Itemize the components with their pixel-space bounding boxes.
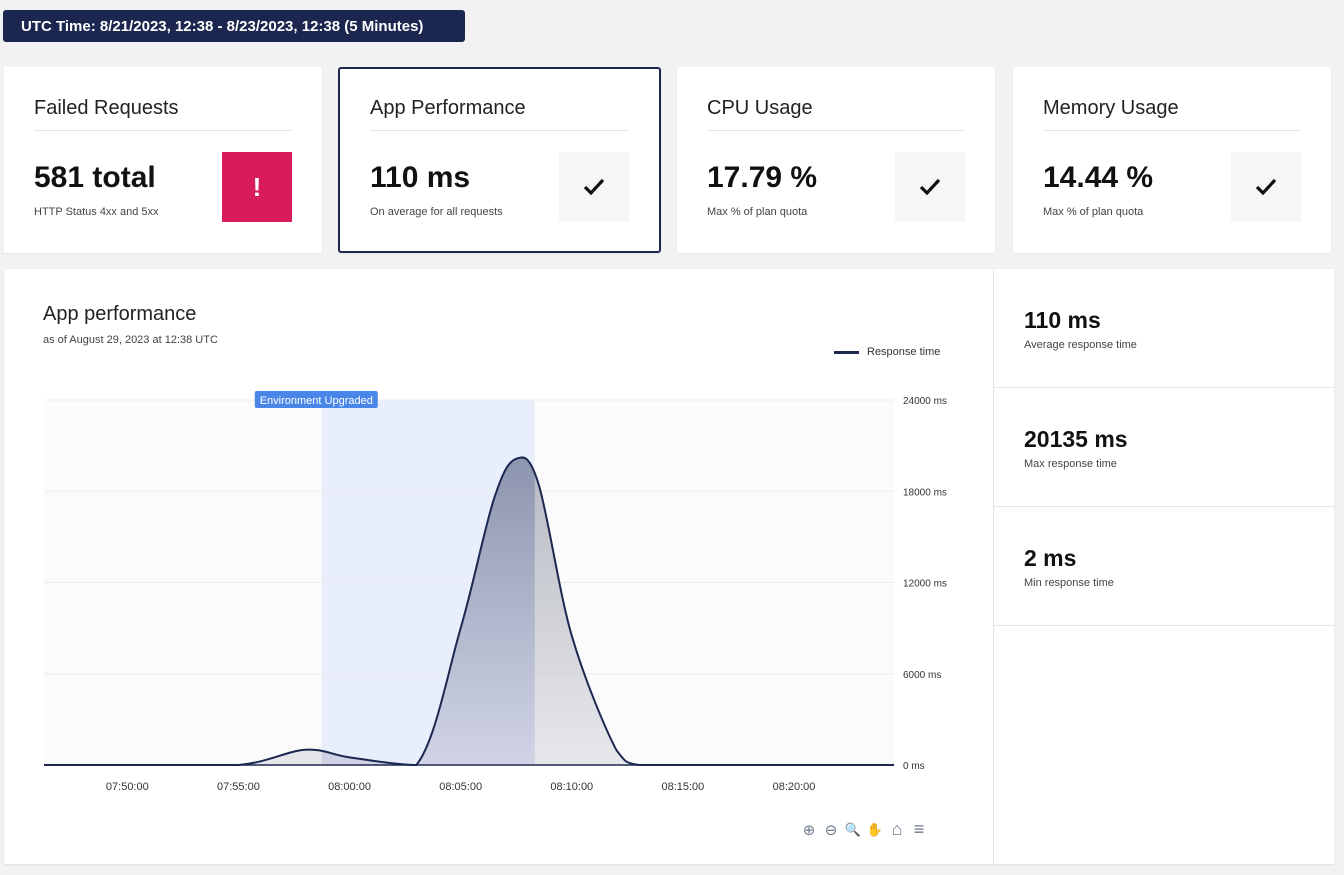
check-icon	[559, 152, 629, 222]
y-tick-label: 6000 ms	[903, 670, 941, 681]
card-value: 14.44 %	[1043, 161, 1154, 194]
y-tick-label: 0 ms	[903, 761, 925, 772]
x-tick-label: 07:50:00	[106, 781, 149, 793]
stat-label: Min response time	[1024, 577, 1114, 589]
card-subtitle: On average for all requests	[370, 206, 503, 218]
card-app-performance[interactable]: App Performance 110 ms On average for al…	[338, 67, 661, 253]
x-tick-label: 08:10:00	[550, 781, 593, 793]
card-subtitle: HTTP Status 4xx and 5xx	[34, 206, 159, 218]
x-tick-label: 08:20:00	[773, 781, 816, 793]
x-tick-label: 08:00:00	[328, 781, 371, 793]
menu-icon[interactable]: ≡	[913, 819, 925, 839]
card-title: CPU Usage	[707, 97, 965, 131]
exclamation-icon: !	[222, 152, 292, 222]
card-title: Memory Usage	[1043, 97, 1301, 131]
x-tick-label: 08:05:00	[439, 781, 482, 793]
selection-zoom-icon[interactable]: 🔍	[844, 821, 862, 837]
card-title: App Performance	[370, 97, 629, 131]
pan-hand-icon[interactable]: ✋	[866, 821, 884, 837]
annotation-environment-upgraded: Environment Upgraded	[254, 391, 378, 408]
area-fill-band	[321, 457, 535, 765]
card-value: 17.79 %	[707, 161, 818, 194]
y-tick-label: 18000 ms	[903, 487, 947, 498]
zoom-out-icon[interactable]: ⊖	[824, 821, 838, 839]
stat-label: Average response time	[1024, 339, 1137, 351]
chart-legend[interactable]: Response time	[834, 346, 940, 358]
stat-value: 110 ms	[1024, 307, 1101, 333]
stat-max: 20135 ms Max response time	[994, 388, 1334, 507]
card-subtitle: Max % of plan quota	[707, 206, 808, 218]
card-cpu-usage[interactable]: CPU Usage 17.79 % Max % of plan quota	[677, 67, 995, 253]
response-time-chart[interactable]: 0 ms 6000 ms 12000 ms 18000 ms 24000 ms 07:50…	[4, 269, 989, 809]
reset-home-icon[interactable]: ⌂	[891, 819, 903, 839]
time-range-badge: UTC Time: 8/21/2023, 12:38 - 8/23/2023, …	[3, 10, 465, 42]
card-title: Failed Requests	[34, 97, 292, 131]
card-value: 581 total	[34, 161, 156, 194]
chart-subtitle: as of August 29, 2023 at 12:38 UTC	[43, 334, 218, 346]
check-icon	[895, 152, 965, 222]
stat-value: 2 ms	[1024, 545, 1077, 571]
chart-toolbar: ⊕ ⊖ 🔍 ✋ ⌂ ≡	[800, 819, 928, 840]
stat-value: 20135 ms	[1024, 426, 1128, 452]
annotation-box	[254, 391, 378, 408]
card-failed-requests[interactable]: Failed Requests 581 total HTTP Status 4x…	[4, 67, 322, 253]
stat-min: 2 ms Min response time	[994, 507, 1334, 626]
card-value: 110 ms	[370, 161, 471, 194]
zoom-in-icon[interactable]: ⊕	[802, 821, 816, 839]
card-memory-usage[interactable]: Memory Usage 14.44 % Max % of plan quota	[1013, 67, 1331, 253]
stat-average: 110 ms Average response time	[994, 269, 1334, 388]
check-icon	[1231, 152, 1301, 222]
legend-swatch	[834, 350, 859, 354]
y-tick-label: 12000 ms	[903, 579, 947, 590]
chart-title: App performance	[43, 303, 197, 325]
stat-label: Max response time	[1024, 458, 1117, 470]
card-subtitle: Max % of plan quota	[1043, 206, 1144, 218]
legend-label: Response time	[867, 346, 941, 358]
x-tick-label: 08:15:00	[661, 781, 704, 793]
annotation-label: Environment Upgraded	[260, 395, 373, 407]
stats-column: 110 ms Average response time 20135 ms Ma…	[993, 269, 1334, 864]
y-tick-label: 24000 ms	[903, 396, 947, 407]
x-tick-label: 07:55:00	[217, 781, 260, 793]
app-performance-panel: App performance as of August 29, 2023 at…	[4, 269, 1334, 864]
